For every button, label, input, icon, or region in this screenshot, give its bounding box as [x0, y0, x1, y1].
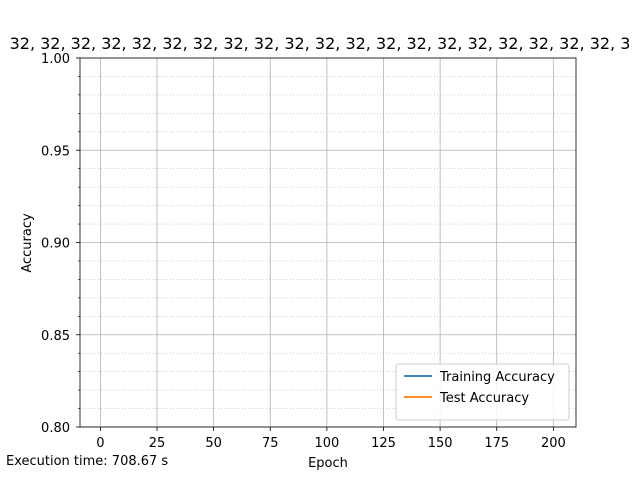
y-tick-label: 0.85: [41, 329, 70, 344]
y-axis-ticks: 0.80 0.85 0.90 0.95 1.00: [41, 52, 80, 436]
y-tick-label: 0.80: [41, 421, 70, 436]
chart-title: 32, 32, 32, 32, 32, 32, 32, 32, 32, 32, …: [10, 34, 631, 53]
x-tick-label: 50: [205, 436, 222, 451]
x-tick-label: 75: [262, 436, 279, 451]
x-axis-label: Epoch: [308, 456, 348, 471]
legend-box: [395, 363, 570, 421]
legend: Training Accuracy Test Accuracy: [395, 363, 570, 421]
x-tick-label: 100: [314, 436, 339, 451]
y-tick-label: 1.00: [41, 52, 70, 67]
execution-time-text: Execution time: 708.67 s: [6, 454, 169, 469]
legend-label: Training Accuracy: [439, 370, 555, 385]
x-tick-label: 125: [371, 436, 396, 451]
y-axis-label: Accuracy: [20, 213, 35, 273]
y-tick-label: 0.95: [41, 144, 70, 159]
x-tick-label: 0: [96, 436, 104, 451]
x-tick-label: 200: [541, 436, 566, 451]
x-tick-label: 25: [149, 436, 166, 451]
x-axis-ticks: 0 25 50 75 100 125 150 175 200: [96, 427, 566, 451]
x-tick-label: 150: [428, 436, 453, 451]
x-tick-label: 175: [484, 436, 509, 451]
y-tick-label: 0.90: [41, 237, 70, 252]
legend-label: Test Accuracy: [439, 391, 529, 406]
